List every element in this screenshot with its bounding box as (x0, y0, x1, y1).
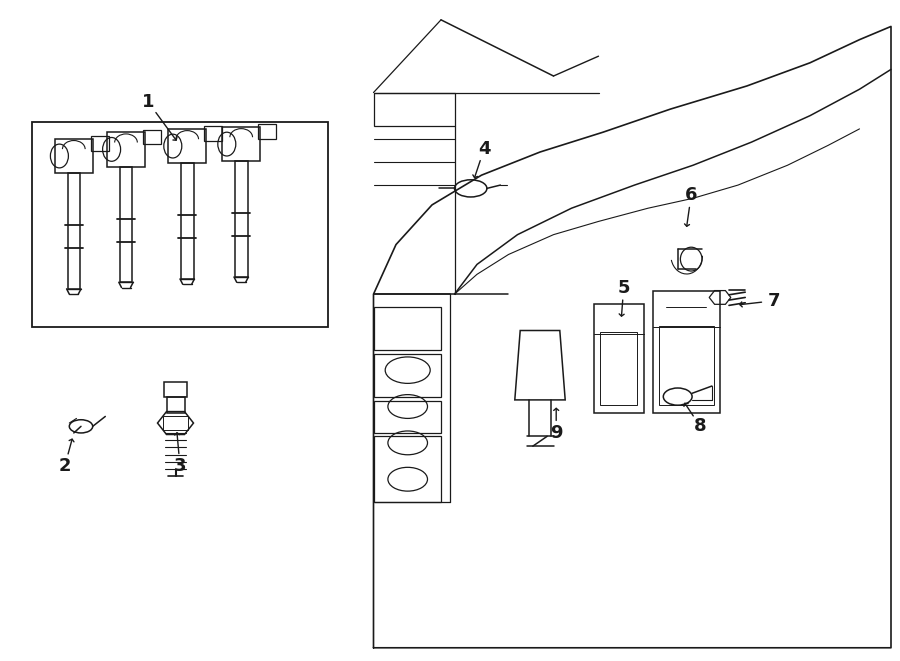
Bar (68, 173, 80, 289)
Bar (659, 326, 714, 405)
Bar (166, 397, 184, 413)
Bar (120, 167, 132, 282)
Bar (163, 416, 188, 430)
Text: 9: 9 (550, 424, 562, 442)
Bar (374, 93, 454, 126)
Bar (164, 382, 187, 397)
Bar (374, 401, 441, 433)
Bar (55, 139, 93, 173)
Bar (91, 136, 109, 151)
Text: 4: 4 (478, 139, 491, 158)
Text: 7: 7 (768, 292, 780, 310)
Bar (258, 124, 276, 139)
Bar (374, 307, 441, 350)
Bar (594, 304, 644, 413)
Bar (374, 436, 441, 502)
Bar (32, 122, 328, 327)
Bar (107, 132, 145, 167)
Bar (204, 126, 222, 141)
Bar (374, 354, 441, 397)
Text: 8: 8 (694, 417, 706, 436)
Bar (600, 332, 637, 405)
Bar (181, 163, 194, 279)
Text: 5: 5 (617, 278, 630, 297)
Text: 2: 2 (58, 457, 71, 475)
Bar (222, 127, 260, 161)
Text: 6: 6 (685, 186, 698, 204)
Text: 1: 1 (142, 93, 155, 112)
Bar (235, 161, 248, 277)
Bar (143, 130, 161, 144)
Bar (652, 291, 720, 413)
Bar (168, 129, 206, 163)
Text: 3: 3 (174, 457, 186, 475)
